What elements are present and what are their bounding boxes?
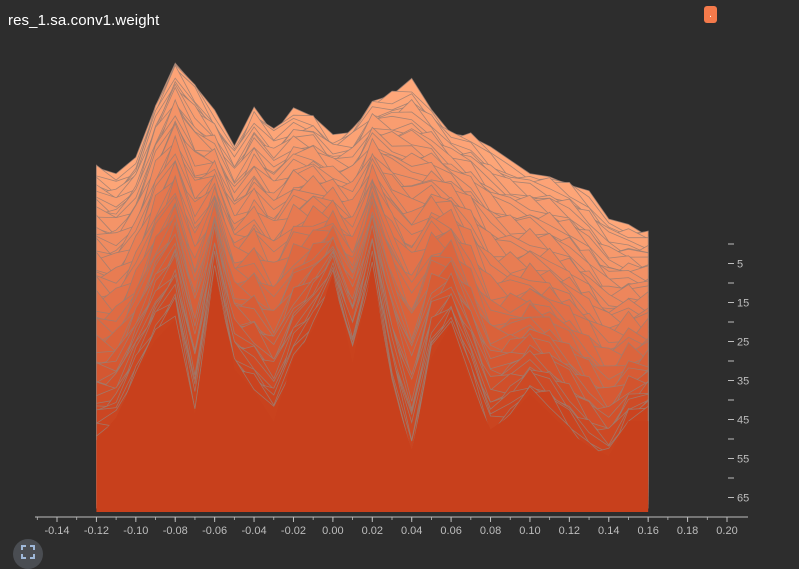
y-tick-label: 35 xyxy=(737,376,749,388)
x-tick-label: -0.08 xyxy=(163,525,188,537)
x-axis-ticks: -0.14 -0.12 -0.10 -0.08 -0.06 -0.04 -0.02 0.00 0… xyxy=(36,517,738,537)
x-tick-label: -0.06 xyxy=(202,525,227,537)
y-tick-label: 45 xyxy=(737,415,749,427)
x-tick-label: 0.04 xyxy=(401,525,422,537)
legend-chip[interactable]: . xyxy=(704,6,717,23)
expand-icon xyxy=(21,545,35,559)
x-tick-label: 0.20 xyxy=(716,525,737,537)
x-tick-label: -0.04 xyxy=(242,525,267,537)
y-tick-label: 5 xyxy=(737,259,743,271)
x-tick-label: 0.18 xyxy=(677,525,698,537)
y-axis-ticks: 5 15 25 35 45 55 65 xyxy=(728,243,749,505)
x-tick-label: 0.16 xyxy=(637,525,658,537)
x-tick-label: 0.10 xyxy=(519,525,540,537)
x-tick-label: -0.02 xyxy=(281,525,306,537)
y-tick-label: 55 xyxy=(737,454,749,466)
y-tick-label: 15 xyxy=(737,298,749,310)
x-tick-label: 0.08 xyxy=(480,525,501,537)
x-tick-label: 0.14 xyxy=(598,525,619,537)
ridge-slices xyxy=(96,62,649,512)
ridge-slice xyxy=(96,267,649,512)
x-tick-label: 0.00 xyxy=(322,525,343,537)
y-tick-label: 25 xyxy=(737,337,749,349)
x-tick-label: -0.12 xyxy=(84,525,109,537)
y-tick-label: 65 xyxy=(737,493,749,505)
fullscreen-button[interactable] xyxy=(13,539,43,569)
x-tick-label: 0.12 xyxy=(559,525,580,537)
x-tick-label: 0.06 xyxy=(440,525,461,537)
chart-title: res_1.sa.conv1.weight xyxy=(8,12,160,29)
x-tick-label: -0.10 xyxy=(123,525,148,537)
x-tick-label: 0.02 xyxy=(362,525,383,537)
x-tick-label: -0.14 xyxy=(44,525,69,537)
